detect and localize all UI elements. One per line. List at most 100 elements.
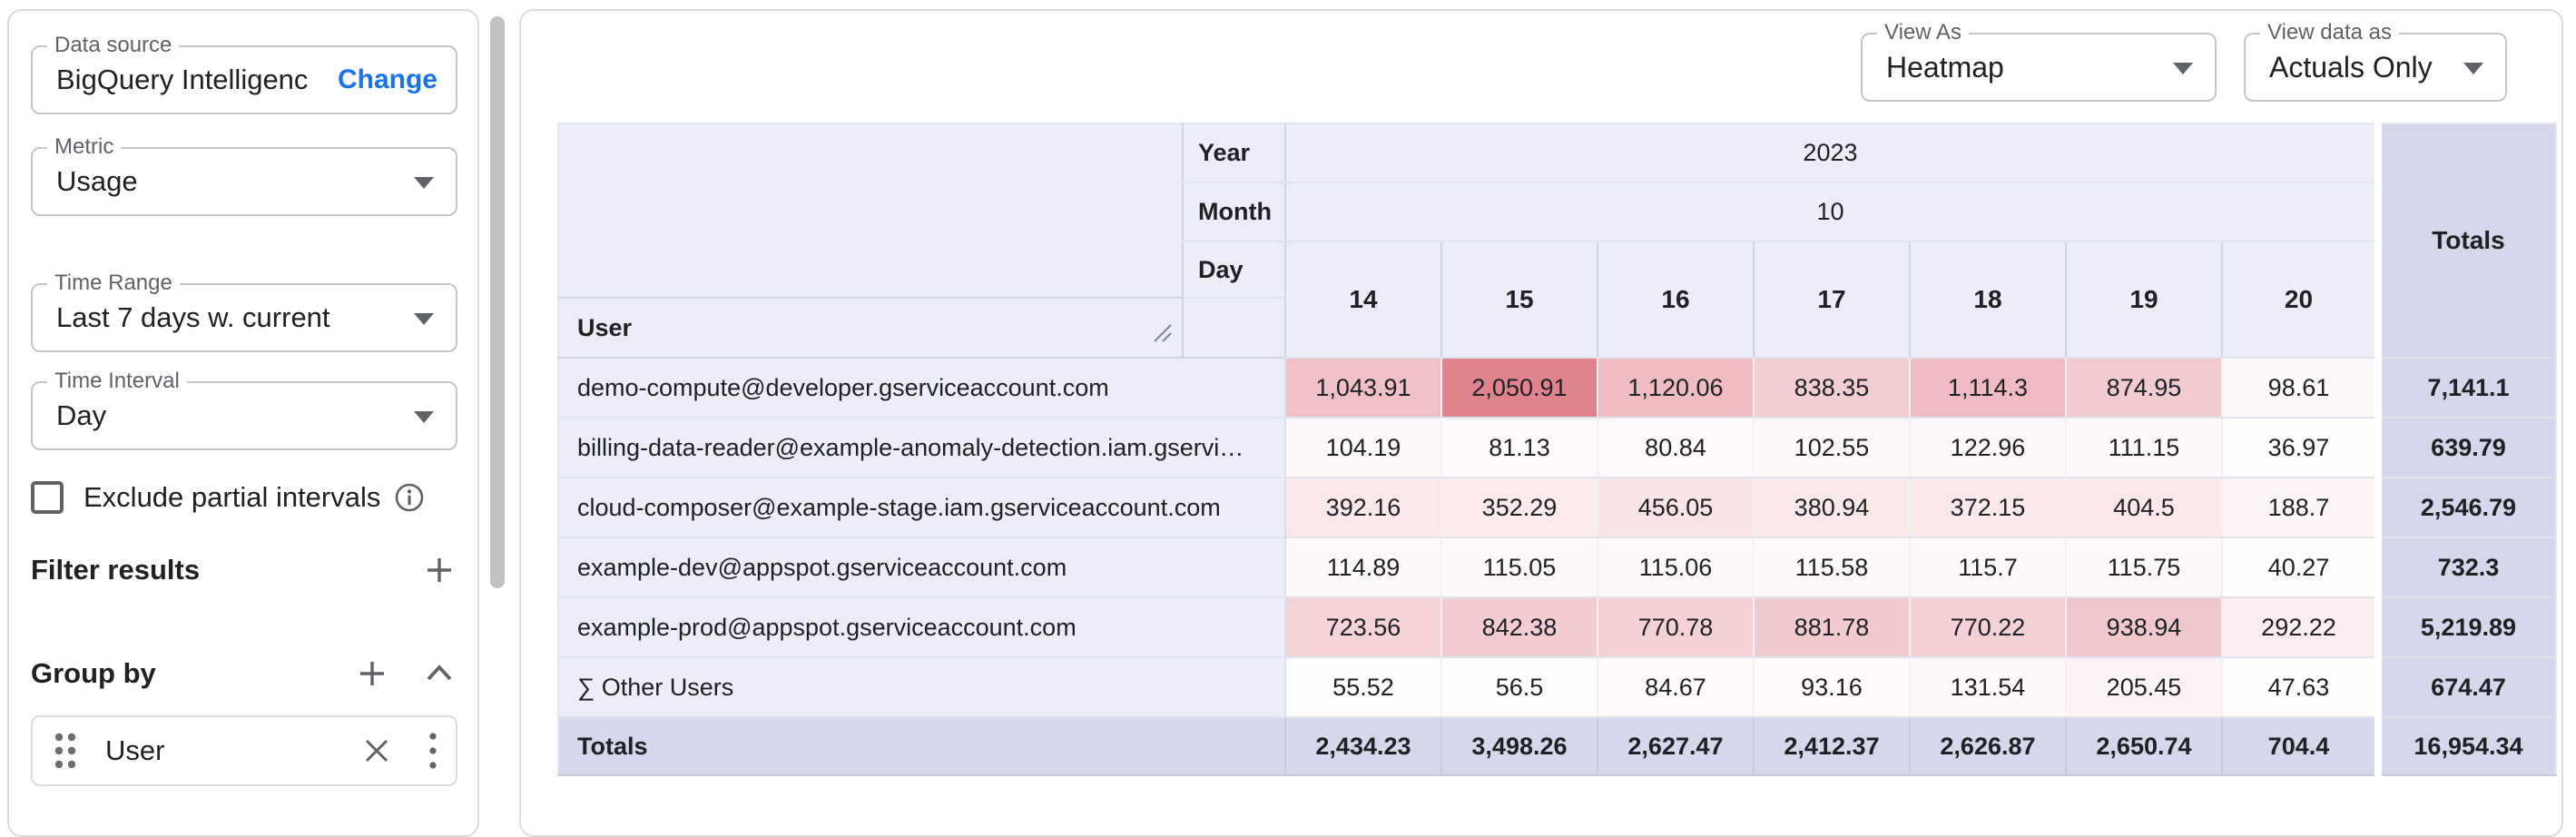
column-total-cell: 2,626.87 <box>1908 716 2066 776</box>
heatmap-value-cell: 770.22 <box>1908 597 2066 658</box>
data-source-value: BigQuery Intelligenc <box>56 64 309 95</box>
metric-select[interactable]: Metric Usage <box>31 134 457 216</box>
remove-chip-icon[interactable] <box>359 734 394 768</box>
heatmap-value-cell: 80.84 <box>1596 418 1754 478</box>
column-total-cell: 2,434.23 <box>1283 716 1441 776</box>
column-total-cell: 704.4 <box>2220 716 2378 776</box>
heatmap-value-cell: 372.15 <box>1908 478 2066 538</box>
heatmap-value-cell: 838.35 <box>1752 358 1910 418</box>
column-total-cell: 2,650.74 <box>2064 716 2222 776</box>
view-data-as-value: Actuals Only <box>2269 51 2433 84</box>
sidebar-scrollbar-thumb[interactable] <box>490 16 505 588</box>
heatmap-value-cell: 102.55 <box>1752 418 1910 478</box>
user-cell: cloud-composer@example-stage.iam.gservic… <box>558 478 1286 538</box>
user-cell: ∑ Other Users <box>558 657 1286 718</box>
user-cell: billing-data-reader@example-anomaly-dete… <box>558 418 1286 478</box>
collapse-chevron-icon[interactable] <box>421 655 457 692</box>
view-as-label: View As <box>1877 20 1969 45</box>
dropdown-caret-icon <box>2173 63 2193 74</box>
row-total-cell: 2,546.79 <box>2374 478 2556 538</box>
table-row: billing-data-reader@example-anomaly-dete… <box>558 418 2556 478</box>
group-by-heading: Group by <box>31 657 156 689</box>
time-range-label: Time Range <box>47 271 180 296</box>
heatmap-value-cell: 842.38 <box>1440 597 1598 658</box>
change-link[interactable]: Change <box>337 64 438 94</box>
user-cell: example-dev@appspot.gserviceaccount.com <box>558 537 1286 598</box>
month-value-cell: 10 <box>1284 182 2378 242</box>
day-column-header: 17 <box>1752 241 1910 359</box>
data-source-label: Data source <box>47 33 180 58</box>
heatmap-value-cell: 770.78 <box>1596 597 1754 658</box>
row-total-cell: 674.47 <box>2374 657 2556 718</box>
day-row-label: Day <box>1182 241 1286 299</box>
add-group-by-button[interactable] <box>354 655 390 692</box>
heatmap-value-cell: 723.56 <box>1283 597 1441 658</box>
heatmap-value-cell: 115.06 <box>1596 537 1754 598</box>
heatmap-value-cell: 1,120.06 <box>1596 358 1754 418</box>
table-row: demo-compute@developer.gserviceaccount.c… <box>558 358 2556 418</box>
time-range-value: Last 7 days w. current <box>56 301 330 333</box>
time-interval-value: Day <box>56 399 107 431</box>
heatmap-value-cell: 938.94 <box>2064 597 2222 658</box>
exclude-partial-checkbox[interactable] <box>31 481 64 514</box>
view-as-select[interactable]: View As Heatmap <box>1861 20 2217 102</box>
totals-row: Totals 2,434.23 3,498.26 2,627.47 2,412.37 2… <box>558 716 2556 776</box>
chip-more-options-icon[interactable] <box>427 729 439 773</box>
heatmap-value-cell: 36.97 <box>2220 418 2378 478</box>
row-total-cell: 7,141.1 <box>2374 358 2556 418</box>
report-panel: View As Heatmap View data as Actuals Onl… <box>519 9 2563 837</box>
heatmap-value-cell: 122.96 <box>1908 418 2066 478</box>
table-row: cloud-composer@example-stage.iam.gservic… <box>558 478 2556 538</box>
day-column-header: 20 <box>2220 241 2378 359</box>
heatmap-value-cell: 47.63 <box>2220 657 2378 718</box>
day-column-header: 16 <box>1596 241 1754 359</box>
pivot-table: Year 2023 Totals Month 10 Day 14 15 16 17 18… <box>557 123 2557 776</box>
day-column-header: 18 <box>1908 241 2066 359</box>
year-value-cell: 2023 <box>1284 123 2378 183</box>
user-cell: example-prod@appspot.gserviceaccount.com <box>558 597 1286 658</box>
column-resize-icon[interactable] <box>1151 321 1173 350</box>
heatmap-value-cell: 98.61 <box>2220 358 2378 418</box>
year-row-label: Year <box>1182 123 1286 183</box>
heatmap-value-cell: 84.67 <box>1596 657 1754 718</box>
time-interval-select[interactable]: Time Interval Day <box>31 369 457 450</box>
add-filter-button[interactable] <box>421 552 457 588</box>
heatmap-value-cell: 1,043.91 <box>1283 358 1441 418</box>
time-range-select[interactable]: Time Range Last 7 days w. current <box>31 271 457 352</box>
dropdown-caret-icon <box>414 411 434 423</box>
heatmap-value-cell: 1,114.3 <box>1908 358 2066 418</box>
exclude-partial-label: Exclude partial intervals <box>84 481 381 513</box>
heatmap-value-cell: 81.13 <box>1440 418 1598 478</box>
heatmap-value-cell: 205.45 <box>2064 657 2222 718</box>
column-total-cell: 2,412.37 <box>1752 716 1910 776</box>
data-source-field[interactable]: Data source BigQuery Intelligenc Change <box>31 33 457 114</box>
view-data-as-label: View data as <box>2260 20 2399 45</box>
heatmap-pivot-table: Year 2023 Totals Month 10 Day 14 15 16 17 18… <box>557 123 2557 776</box>
column-total-cell: 3,498.26 <box>1440 716 1598 776</box>
group-by-chip-user[interactable]: User <box>31 715 457 786</box>
month-row-label: Month <box>1182 182 1286 242</box>
dropdown-caret-icon <box>414 313 434 325</box>
drag-handle-icon[interactable] <box>49 727 82 774</box>
row-total-cell: 639.79 <box>2374 418 2556 478</box>
view-data-as-select[interactable]: View data as Actuals Only <box>2244 20 2507 102</box>
heatmap-value-cell: 93.16 <box>1752 657 1910 718</box>
row-total-cell: 5,219.89 <box>2374 597 2556 658</box>
time-interval-label: Time Interval <box>47 369 187 394</box>
heatmap-value-cell: 456.05 <box>1596 478 1754 538</box>
grand-total-cell: 16,954.34 <box>2374 716 2556 776</box>
exclude-partial-row: Exclude partial intervals <box>31 478 457 517</box>
info-icon[interactable] <box>393 481 426 514</box>
heatmap-value-cell: 292.22 <box>2220 597 2378 658</box>
heatmap-value-cell: 404.5 <box>2064 478 2222 538</box>
heatmap-value-cell: 115.58 <box>1752 537 1910 598</box>
heatmap-value-cell: 115.7 <box>1908 537 2066 598</box>
table-row: example-dev@appspot.gserviceaccount.com … <box>558 537 2556 598</box>
filters-panel: Data source BigQuery Intelligenc Change … <box>7 9 479 837</box>
filter-results-heading: Filter results <box>31 554 201 586</box>
heatmap-value-cell: 55.52 <box>1283 657 1441 718</box>
table-row: ∑ Other Users 55.52 56.5 84.67 93.16 131.54 2… <box>558 657 2556 718</box>
heatmap-value-cell: 352.29 <box>1440 478 1598 538</box>
group-by-row: Group by <box>31 652 457 695</box>
row-total-cell: 732.3 <box>2374 537 2556 598</box>
